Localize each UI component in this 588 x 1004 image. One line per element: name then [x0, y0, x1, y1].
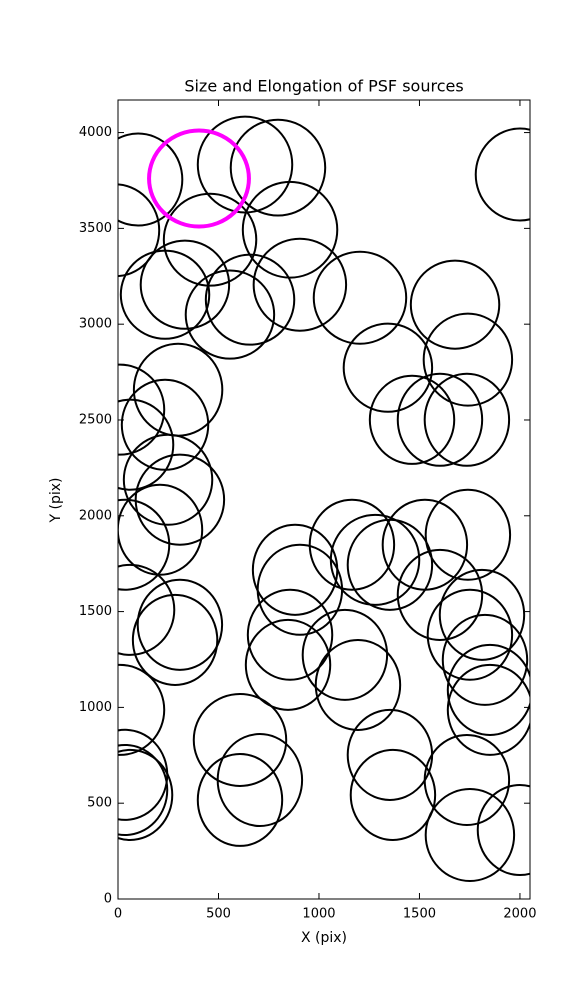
psf-ellipse — [119, 249, 211, 340]
psf-ellipse — [118, 743, 169, 836]
psf-ellipse — [118, 398, 175, 491]
axes-frame — [117, 99, 531, 900]
psf-ellipse — [349, 748, 437, 841]
psf-ellipse — [229, 118, 327, 217]
psf-ellipse — [409, 259, 501, 350]
psf-ellipse — [476, 784, 530, 877]
psf-ellipse — [446, 663, 530, 756]
psf-ellipse — [136, 578, 224, 671]
psf-ellipse — [446, 643, 530, 736]
psf-ellipse — [184, 269, 276, 360]
x-axis-label: X (pix) — [301, 930, 347, 946]
y-tick-label: 2500 — [79, 412, 112, 427]
psf-ellipse — [438, 568, 526, 661]
y-tick-label: 1500 — [79, 604, 112, 619]
psf-ellipse — [396, 372, 484, 467]
psf-ellipse — [134, 453, 226, 546]
x-tick-label: 1000 — [302, 907, 335, 922]
psf-ellipse — [192, 692, 288, 787]
psf-ellipse — [204, 253, 296, 346]
psf-ellipse — [118, 563, 176, 656]
psf-ellipse — [368, 374, 456, 465]
x-tick-label: 0 — [114, 907, 122, 922]
psf-ellipse — [147, 128, 251, 229]
psf-ellipse — [118, 363, 166, 456]
psf-ellipse — [423, 733, 511, 827]
x-tick-label: 2000 — [503, 907, 536, 922]
y-tick-label: 3500 — [79, 221, 112, 236]
psf-ellipse — [118, 183, 161, 278]
y-tick-label: 0 — [104, 892, 112, 907]
plot-area — [118, 115, 530, 882]
psf-ellipse — [118, 663, 166, 756]
y-axis-label: Y (pix) — [48, 478, 64, 524]
psf-ellipse — [196, 752, 284, 847]
y-tick-label: 2000 — [79, 508, 112, 523]
psf-ellipse — [122, 433, 214, 526]
psf-ellipse — [396, 548, 484, 641]
psf-ellipse — [118, 748, 174, 841]
psf-ellipse — [426, 588, 514, 681]
psf-ellipse — [424, 788, 516, 882]
psf-ellipse — [329, 513, 421, 606]
psf-ellipse — [139, 239, 231, 330]
psf-ellipse — [422, 312, 514, 407]
psf-ellipse — [241, 180, 339, 279]
psf-ellipse — [441, 613, 529, 706]
psf-ellipse — [423, 372, 511, 467]
psf-ellipse — [216, 733, 304, 827]
psf-ellipse — [252, 237, 348, 332]
psf-ellipse — [131, 593, 219, 686]
psf-ellipse — [162, 192, 258, 287]
psf-ellipse — [118, 498, 171, 591]
psf-ellipse — [118, 132, 184, 227]
y-tick-label: 1000 — [79, 700, 112, 715]
psf-ellipse — [301, 608, 389, 701]
x-tick-label: 1500 — [403, 907, 436, 922]
y-tick-label: 3000 — [79, 317, 112, 332]
y-tick-label: 4000 — [79, 125, 112, 140]
y-tick-label: 500 — [87, 796, 112, 811]
psf-ellipse — [314, 638, 402, 732]
psf-ellipse — [342, 322, 434, 413]
chart-title: Size and Elongation of PSF sources — [184, 77, 463, 96]
psf-ellipse — [246, 588, 334, 681]
psf-ellipse — [244, 618, 332, 711]
x-tick-label: 500 — [206, 907, 231, 922]
psf-ellipse — [118, 483, 204, 576]
psf-ellipse — [381, 498, 469, 591]
psf-ellipse — [308, 498, 396, 591]
psf-ellipse — [424, 488, 512, 581]
psf-ellipse — [312, 250, 408, 345]
psf-ellipse — [474, 127, 530, 222]
